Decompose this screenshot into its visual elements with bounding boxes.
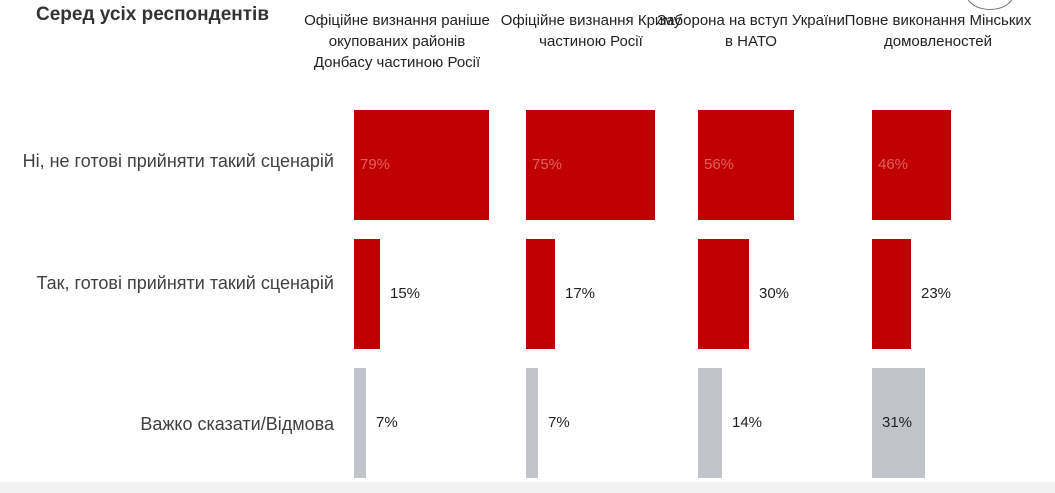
value-label-ready-donbas: 15% (390, 285, 421, 302)
bar-ready-donbas (354, 239, 380, 349)
row-label-hard-to-say: Важко сказати/Відмова (140, 414, 334, 434)
value-label-ready-minsk: 23% (921, 285, 952, 302)
bar-ready-crimea (526, 239, 555, 349)
bar-ready-minsk (872, 239, 911, 349)
bar-hard-to-say-minsk (872, 368, 925, 478)
bar-not-ready-donbas (354, 110, 489, 220)
value-label-not-ready-minsk: 46% (878, 156, 909, 173)
column-header-donbas: Офіційне визнання раніше окупованих райо… (304, 12, 490, 71)
value-label-hard-to-say-nato: 14% (732, 414, 763, 431)
bar-hard-to-say-donbas (354, 368, 366, 478)
value-label-hard-to-say-crimea: 7% (548, 414, 570, 431)
value-label-ready-crimea: 17% (565, 285, 596, 302)
bar-hard-to-say-crimea (526, 368, 538, 478)
column-header-crimea: Офіційне визнання Криму частиною Росії (500, 12, 682, 50)
bar-hard-to-say-nato (698, 368, 722, 478)
column-header-nato: Заборона на вступ України в НАТО (657, 12, 845, 50)
row-label-not-ready: Ні, не готові прийняти такий сценарій (22, 151, 334, 171)
bar-not-ready-minsk (872, 110, 951, 220)
value-label-not-ready-nato: 56% (704, 156, 735, 173)
bar-not-ready-nato (698, 110, 794, 220)
row-label-ready: Так, готові прийняти такий сценарій (36, 273, 334, 293)
logo-icon (966, 0, 1014, 10)
value-label-hard-to-say-minsk: 31% (882, 414, 913, 431)
value-label-not-ready-crimea: 75% (532, 156, 563, 173)
value-label-ready-nato: 30% (759, 285, 790, 302)
chart-title: Серед усіх респондентів (36, 4, 270, 25)
bottom-strip (0, 482, 1055, 493)
column-header-minsk: Повне виконання Мінських домовленостей (844, 12, 1032, 50)
bar-ready-nato (698, 239, 749, 349)
value-label-hard-to-say-donbas: 7% (376, 414, 398, 431)
value-label-not-ready-donbas: 79% (360, 156, 391, 173)
bar-not-ready-crimea (526, 110, 655, 220)
